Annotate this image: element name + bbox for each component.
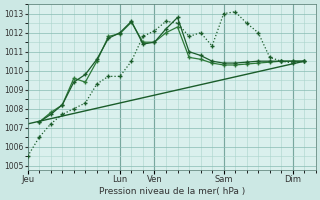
X-axis label: Pression niveau de la mer( hPa ): Pression niveau de la mer( hPa )	[99, 187, 245, 196]
